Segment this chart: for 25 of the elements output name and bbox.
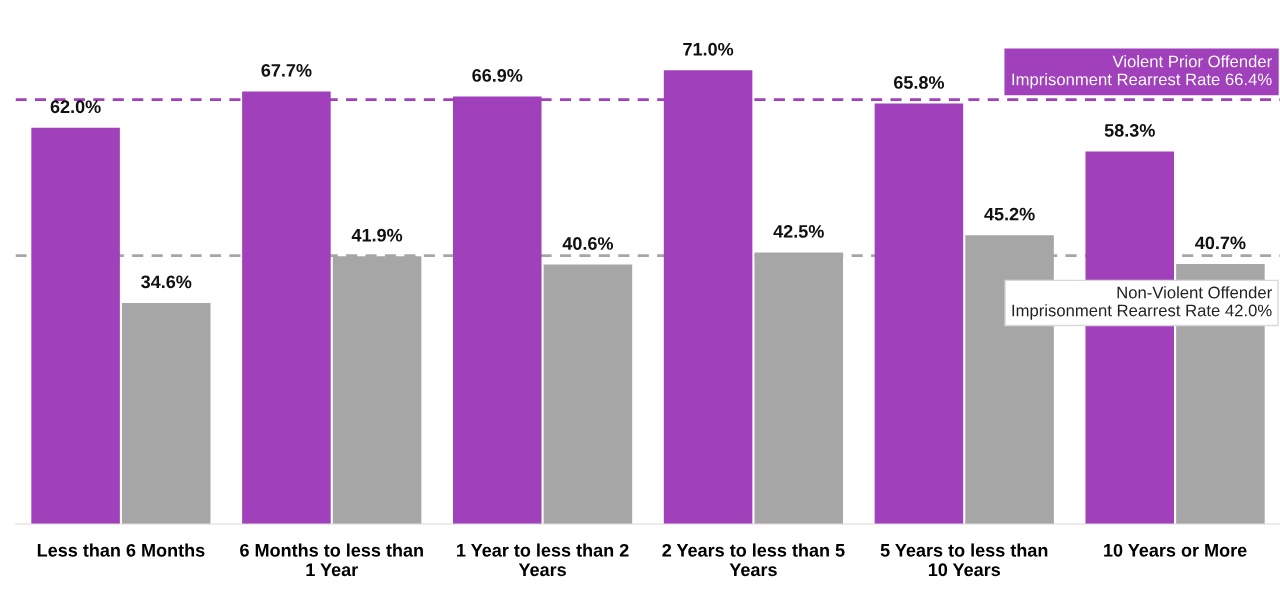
bar: [543, 264, 633, 524]
ref-line-label: Non-Violent Offender Imprisonment Rearrest Rate 42.0%: [1012, 286, 1272, 320]
data-label: 40.7%: [1195, 236, 1246, 250]
bar: [121, 302, 211, 524]
ref-line-label: Violent Prior Offender Imprisonment Rearrest Rate 66.4%: [1012, 55, 1272, 89]
x-tick-label: Less than 6 Months: [37, 543, 205, 557]
x-tick-label: 1 Year to less than 2 Years: [457, 543, 629, 577]
data-label: 58.3%: [1104, 124, 1155, 137]
data-label: 40.6%: [562, 237, 614, 250]
bar: [31, 127, 120, 524]
x-tick-label: 2 Years to less than 5 Years: [662, 543, 845, 577]
data-label: 67.7%: [261, 63, 312, 77]
data-label: 42.5%: [773, 224, 824, 238]
data-label: 34.6%: [141, 275, 192, 289]
x-tick-label: 5 Years to less than 10 Years: [880, 543, 1048, 577]
data-label: 71.0%: [683, 42, 734, 56]
bar: [874, 103, 964, 524]
data-label: 62.0%: [50, 100, 101, 114]
x-tick-label: 10 Years or More: [1104, 543, 1247, 557]
data-label: 66.9%: [472, 69, 523, 82]
data-label: 65.8%: [893, 76, 945, 89]
data-label: 41.9%: [351, 228, 403, 242]
data-label: 45.2%: [984, 207, 1035, 221]
bar: [754, 252, 844, 524]
x-tick-label: 6 Months to less than 1 Year: [240, 543, 423, 577]
